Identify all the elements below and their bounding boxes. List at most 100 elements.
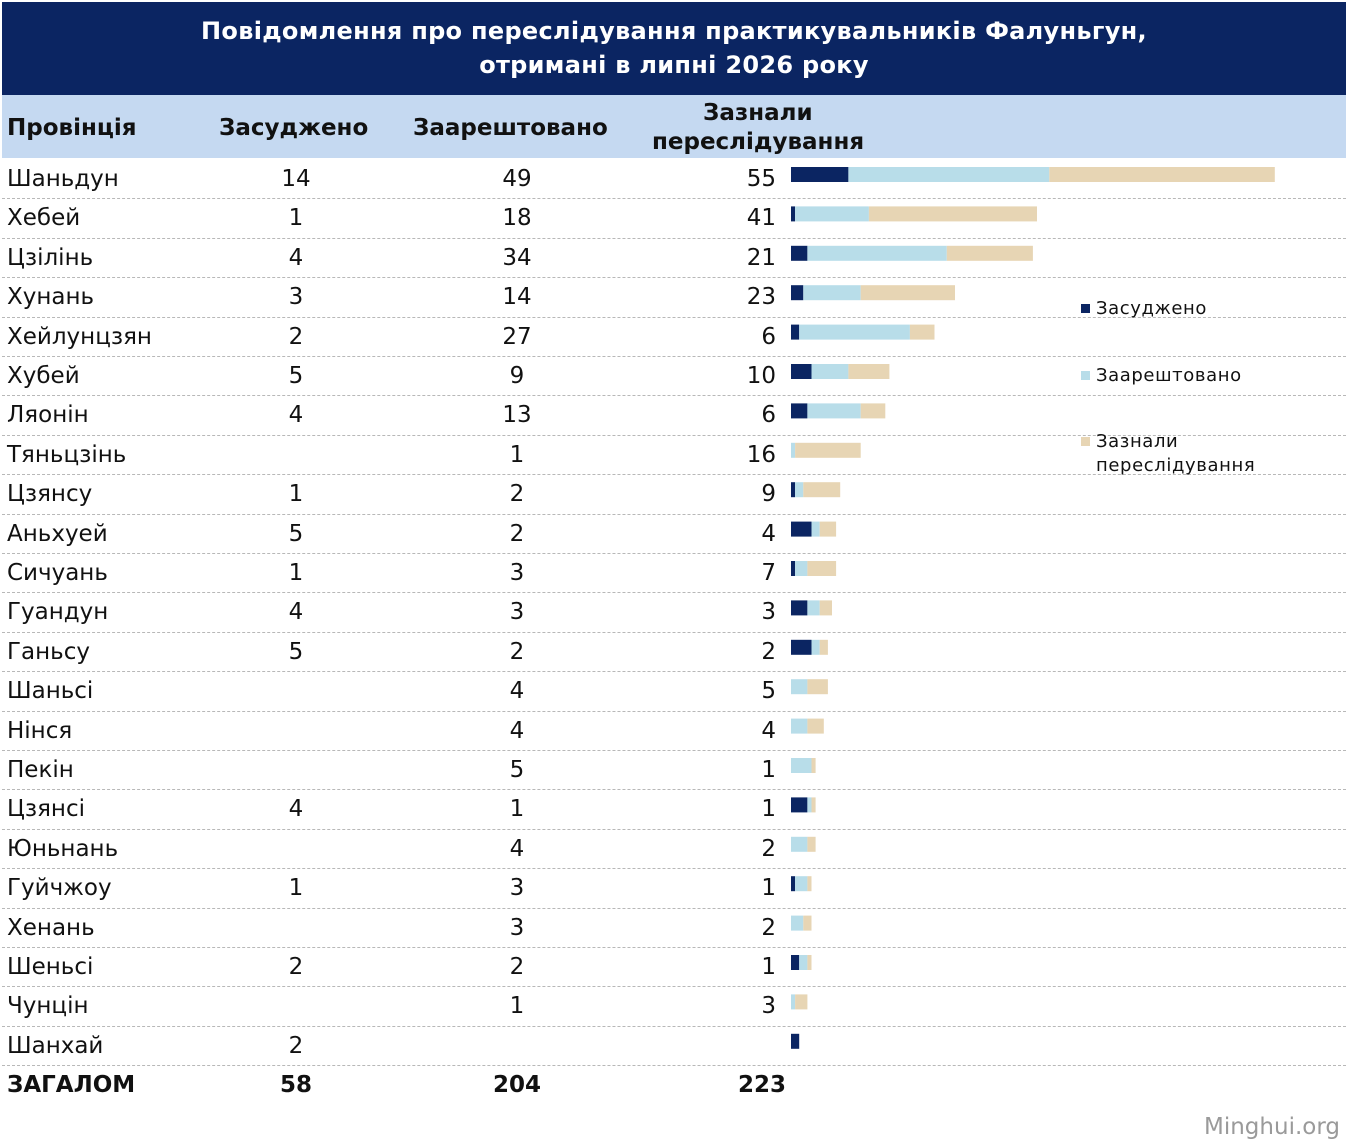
bar-segment-arrested: [807, 600, 820, 616]
bar-segment-sentenced: [791, 364, 812, 379]
header-persecuted-line-1: Зазнали: [703, 100, 813, 126]
province-cell: Пекін: [7, 757, 74, 783]
arrested-cell: 2: [509, 638, 525, 665]
province-cell: Хебей: [7, 205, 81, 232]
persecuted-cell: 5: [761, 678, 776, 705]
persecuted-cell: 16: [746, 441, 776, 468]
bar-segment-arrested: [795, 482, 804, 498]
arrested-cell: 3: [509, 560, 525, 586]
row-separator: [2, 435, 1346, 436]
bar-segment-persecuted: [803, 915, 812, 931]
sentenced-cell: 1: [288, 205, 304, 232]
persecuted-cell: 7: [761, 560, 776, 586]
bar-segment-persecuted: [807, 876, 812, 892]
bar-segment-arrested: [791, 442, 796, 458]
row-separator: [2, 592, 1346, 593]
bar-segment-persecuted: [909, 324, 935, 340]
arrested-cell: 14: [502, 284, 532, 311]
persecuted-cell: 2: [761, 835, 776, 862]
row-separator: [2, 868, 1346, 869]
province-cell: Юньнань: [7, 835, 119, 862]
province-cell: Нінся: [7, 717, 73, 744]
bar-segment-arrested: [799, 955, 808, 970]
persecuted-cell: 1: [761, 796, 776, 823]
arrested-cell: 27: [502, 323, 532, 350]
row-separator: [2, 947, 1346, 948]
legend-label-sentenced: Засуджено: [1096, 298, 1208, 319]
arrested-cell: 3: [509, 599, 525, 626]
bar-segment-persecuted: [819, 639, 828, 655]
legend-swatch-arrested: [1081, 371, 1090, 380]
chart-title-line-2: отримані в липні 2026 року: [479, 51, 869, 79]
sentenced-cell: 14: [281, 166, 311, 192]
total-label: ЗАГАЛОМ: [7, 1072, 136, 1099]
sentenced-cell: 1: [288, 875, 304, 902]
total-arrested: 204: [492, 1072, 541, 1099]
arrested-cell: 2: [509, 520, 525, 547]
bar-segment-sentenced: [791, 285, 804, 301]
row-separator: [2, 474, 1346, 475]
bar-segment-sentenced: [791, 1033, 800, 1049]
chart-title-line-1: Повідомлення про переслідування практику…: [201, 17, 1147, 45]
header-arrested: Заарештовано: [413, 115, 608, 141]
bar-segment-sentenced: [791, 403, 808, 419]
row-separator: [2, 829, 1346, 830]
sentenced-cell: 3: [288, 284, 304, 311]
bar-segment-persecuted: [807, 561, 837, 576]
row-separator: [2, 395, 1346, 396]
persecuted-cell: 1: [761, 875, 776, 902]
persecuted-cell: 1: [761, 757, 776, 783]
bar-segment-sentenced: [791, 482, 796, 498]
bar-segment-arrested: [791, 915, 804, 931]
bar-segment-arrested: [791, 718, 808, 734]
bar-segment-arrested: [807, 797, 812, 813]
bar-segment-arrested: [811, 521, 820, 537]
arrested-cell: 3: [509, 914, 525, 941]
bar-segment-persecuted: [946, 245, 1033, 261]
province-cell: Ганьсу: [7, 638, 90, 665]
persecuted-cell: 2: [761, 638, 776, 665]
row-separator: [2, 632, 1346, 633]
province-cell: Чунцін: [7, 993, 89, 1020]
bar-segment-arrested: [807, 403, 861, 419]
province-cell: Хубей: [7, 363, 80, 389]
row-separator: [2, 356, 1346, 357]
arrested-cell: 1: [509, 796, 525, 823]
arrested-cell: 1: [509, 441, 525, 468]
province-cell: Цзянсу: [7, 481, 93, 508]
legend-label-arrested: Заарештовано: [1096, 365, 1242, 386]
sentenced-cell: 5: [288, 363, 304, 389]
bar-segment-persecuted: [811, 758, 816, 773]
table-header: [2, 95, 1346, 158]
bar-segment-arrested: [799, 324, 910, 340]
sentenced-cell: 4: [288, 599, 304, 626]
persecuted-cell: 1: [761, 954, 776, 980]
bar-segment-sentenced: [791, 561, 796, 576]
bar-segment-sentenced: [791, 206, 796, 222]
province-cell: Гуйчжоу: [7, 875, 112, 902]
persecuted-cell: 23: [746, 284, 776, 311]
sentenced-cell: 5: [288, 638, 304, 665]
legend-swatch-persecuted: [1081, 437, 1090, 446]
row-separator: [2, 711, 1346, 712]
province-cell: Цзянсі: [7, 796, 85, 823]
persecuted-cell: 55: [746, 166, 776, 192]
sentenced-cell: 2: [288, 323, 304, 350]
persecuted-cell: 6: [761, 323, 776, 350]
total-sentenced: 58: [279, 1072, 312, 1099]
bar-segment-sentenced: [791, 797, 808, 813]
row-separator: [2, 198, 1346, 199]
arrested-cell: 4: [509, 678, 525, 705]
persecuted-cell: 6: [761, 402, 776, 429]
bar-segment-arrested: [848, 167, 1050, 182]
bar-segment-sentenced: [791, 876, 796, 892]
bar-segment-arrested: [807, 245, 947, 261]
row-separator: [2, 238, 1346, 239]
persecuted-cell: 4: [761, 520, 776, 547]
bar-segment-persecuted: [848, 364, 890, 379]
row-separator: [2, 789, 1346, 790]
arrested-cell: 13: [502, 402, 532, 429]
bar-segment-arrested: [795, 561, 808, 576]
bar-segment-arrested: [791, 994, 796, 1010]
arrested-cell: 2: [509, 954, 525, 980]
